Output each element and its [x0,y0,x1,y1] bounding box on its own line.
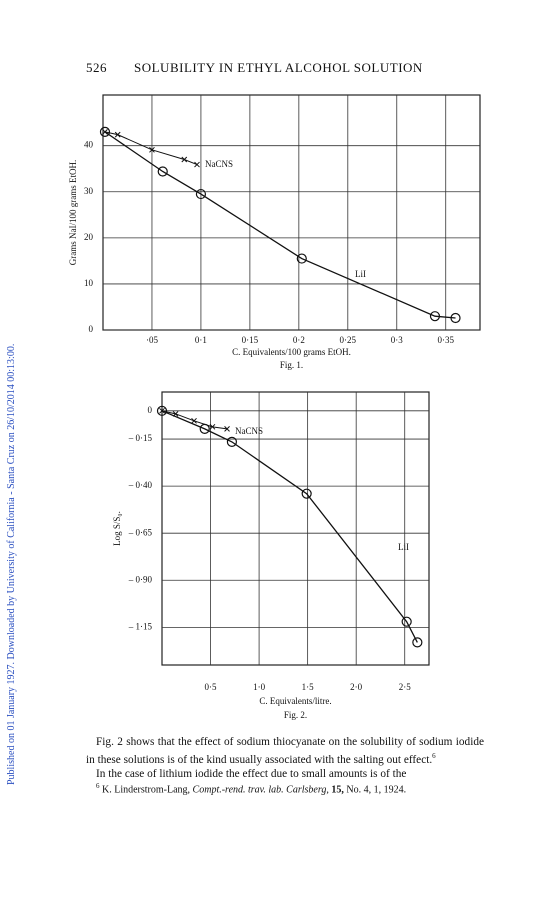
footnote-volume: 15, [331,784,344,796]
data-point [224,426,230,432]
x-tick-label: 0·3 [391,335,403,345]
x-axis-label: C. Equivalents/litre. [259,696,331,706]
data-point [99,126,111,137]
x-tick-label: 0·25 [340,335,357,345]
y-tick-label: 0 [89,324,94,334]
y-tick-label: 20 [84,232,94,242]
x-tick-label: 1·0 [253,682,265,692]
running-title: SOLUBILITY IN ETHYL ALCOHOL SOLUTION [134,60,423,75]
x-tick-label: 2·5 [399,682,411,692]
data-point [412,637,423,648]
data-point [181,156,188,163]
plot-frame [102,94,481,331]
y-tick-label: 40 [84,140,94,150]
data-point [156,405,168,416]
x-axis-label: C. Equivalents/100 grams EtOH. [232,347,351,357]
y-tick-label: 0 [148,405,153,415]
figure-caption: Fig. 2. [284,710,307,720]
x-tick-label: 0·35 [437,335,454,345]
series-label: NaCNS [235,426,263,436]
data-point [114,131,121,138]
data-point [102,129,108,135]
data-point [191,417,197,424]
data-point [209,423,216,430]
footnote-marker: 6 [96,782,100,790]
footnote: 6 K. Linderstrom-Lang, Compt.-rend. trav… [96,782,406,795]
x-tick-label: 0·1 [195,335,207,345]
page-number: 526 [86,60,107,75]
y-tick-label: – 1·15 [128,621,153,631]
data-point [159,407,165,414]
data-point [195,188,207,200]
data-point [157,166,168,177]
data-point [301,488,312,499]
x-tick-label: 1·5 [302,682,314,692]
data-point [296,253,307,264]
plot-frame [161,391,430,666]
y-axis-label: Grams NaI/100 grams EtOH. [68,160,78,265]
series-label: NaCNS [205,159,233,169]
data-point [172,410,179,417]
y-tick-label: 30 [84,186,94,196]
note-ref: 6 [432,752,436,760]
y-tick-label: – 0·90 [128,574,153,584]
paragraph-text: Fig. 2 shows that the effect of sodium t… [86,736,484,766]
footnote-author: K. Linderstrom-Lang, [102,784,191,796]
data-point [401,616,412,627]
figure-caption: Fig. 1. [280,360,303,370]
series-line [161,410,418,643]
x-tick-label: 0·5 [205,682,217,692]
data-point [226,436,238,447]
y-tick-label: – 0·40 [128,480,153,490]
paragraph: Fig. 2 shows that the effect of sodium t… [86,735,484,767]
y-axis-label: Log S/S₀. [112,511,122,546]
y-tick-label: – 0·15 [128,433,153,443]
x-tick-label: ·05 [146,335,158,345]
series-line [104,131,456,319]
y-tick-label: 10 [84,278,94,288]
x-tick-label: 0·2 [293,335,305,345]
data-point [450,312,461,324]
paragraph: In the case of lithium iodide the effect… [96,767,407,780]
data-point [149,146,155,153]
series-label: LiI [355,269,366,279]
y-tick-label: – 0·65 [128,527,153,537]
body-text: Fig. 2 shows that the effect of sodium t… [86,735,484,781]
data-point [429,311,441,322]
x-tick-label: 0·15 [242,335,259,345]
x-tick-label: 2·0 [350,682,362,692]
footnote-journal: Compt.-rend. trav. lab. Carlsberg, [192,784,329,796]
series-label: LiI [398,542,409,552]
footnote-rest: No. 4, 1, 1924. [346,784,407,796]
data-point [194,161,200,168]
